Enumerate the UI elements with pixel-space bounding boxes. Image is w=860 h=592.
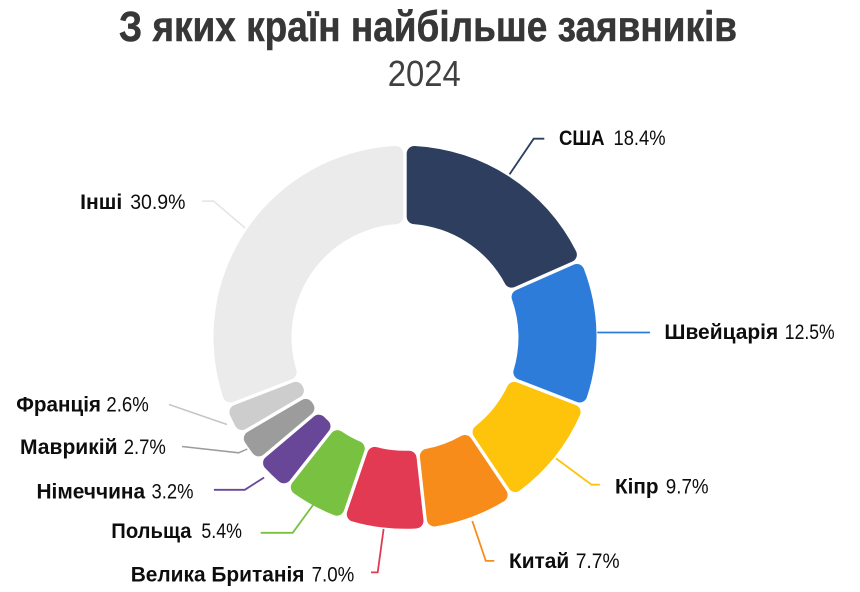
svg-text:Маврикій: Маврикій (20, 436, 118, 459)
svg-text:2024: 2024 (388, 53, 461, 94)
svg-text:США: США (559, 127, 605, 150)
svg-text:З яких країн найбільше заявник: З яких країн найбільше заявників (119, 3, 737, 51)
svg-text:7.0%: 7.0% (312, 563, 355, 586)
svg-text:Кіпр: Кіпр (615, 475, 659, 498)
svg-text:Китай: Китай (509, 550, 569, 573)
svg-text:12.5%: 12.5% (785, 321, 835, 344)
svg-text:Польща: Польща (111, 520, 191, 543)
svg-text:7.7%: 7.7% (576, 550, 620, 573)
svg-text:9.7%: 9.7% (666, 475, 709, 498)
svg-text:18.4%: 18.4% (614, 127, 666, 150)
svg-text:2.7%: 2.7% (124, 436, 166, 459)
svg-text:Німеччина: Німеччина (37, 480, 146, 503)
svg-text:30.9%: 30.9% (130, 191, 185, 214)
svg-text:5.4%: 5.4% (201, 520, 242, 543)
svg-text:Франція: Франція (16, 393, 101, 416)
svg-text:3.2%: 3.2% (152, 480, 194, 503)
svg-text:Швейцарія: Швейцарія (664, 321, 778, 344)
svg-text:Велика Британія: Велика Британія (131, 563, 305, 586)
svg-text:Інші: Інші (80, 191, 122, 214)
svg-text:2.6%: 2.6% (106, 393, 148, 416)
